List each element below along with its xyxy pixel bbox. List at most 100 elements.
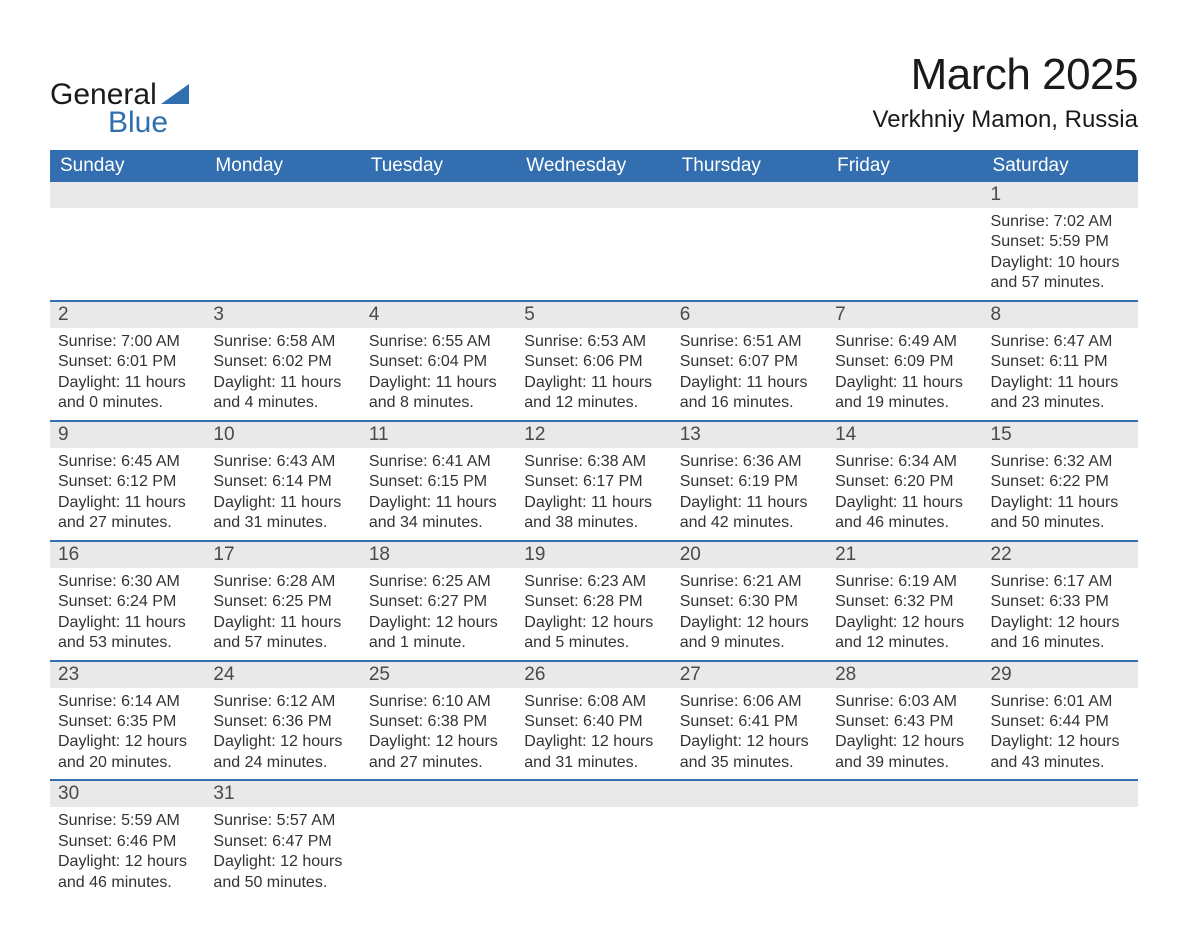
day-ss: Sunset: 6:25 PM: [213, 592, 352, 612]
day-details: Sunrise: 6:10 AMSunset: 6:38 PMDaylight:…: [361, 688, 516, 780]
day-sr: Sunrise: 6:58 AM: [213, 332, 352, 352]
day-sr: Sunrise: 6:23 AM: [524, 572, 663, 592]
day-header: Wednesday: [516, 150, 671, 182]
day-number: 15: [983, 422, 1138, 448]
day-ss: Sunset: 6:47 PM: [213, 832, 352, 852]
day-details: Sunrise: 6:17 AMSunset: 6:33 PMDaylight:…: [983, 568, 1138, 660]
calendar-cell: 10Sunrise: 6:43 AMSunset: 6:14 PMDayligh…: [205, 421, 360, 541]
page-title: March 2025: [873, 50, 1138, 100]
day-number: [827, 781, 982, 807]
day-sr: Sunrise: 6:12 AM: [213, 692, 352, 712]
day-sr: Sunrise: 6:08 AM: [524, 692, 663, 712]
day-ss: Sunset: 5:59 PM: [991, 232, 1130, 252]
day-ss: Sunset: 6:27 PM: [369, 592, 508, 612]
day-d1: Daylight: 11 hours: [524, 373, 663, 393]
day-d1: Daylight: 11 hours: [213, 493, 352, 513]
day-details: Sunrise: 6:12 AMSunset: 6:36 PMDaylight:…: [205, 688, 360, 780]
day-sr: Sunrise: 6:10 AM: [369, 692, 508, 712]
calendar-week-row: 23Sunrise: 6:14 AMSunset: 6:35 PMDayligh…: [50, 661, 1138, 781]
day-number: [516, 781, 671, 807]
day-ss: Sunset: 6:14 PM: [213, 472, 352, 492]
calendar-cell: 8Sunrise: 6:47 AMSunset: 6:11 PMDaylight…: [983, 301, 1138, 421]
day-ss: Sunset: 6:17 PM: [524, 472, 663, 492]
calendar-cell: 1Sunrise: 7:02 AMSunset: 5:59 PMDaylight…: [983, 182, 1138, 301]
calendar-cell: 21Sunrise: 6:19 AMSunset: 6:32 PMDayligh…: [827, 541, 982, 661]
day-details: Sunrise: 5:57 AMSunset: 6:47 PMDaylight:…: [205, 807, 360, 899]
day-number: 6: [672, 302, 827, 328]
day-sr: Sunrise: 7:00 AM: [58, 332, 197, 352]
day-d2: and 0 minutes.: [58, 393, 197, 413]
day-sr: Sunrise: 6:49 AM: [835, 332, 974, 352]
title-block: March 2025 Verkhniy Mamon, Russia: [873, 50, 1138, 134]
day-d1: Daylight: 12 hours: [213, 732, 352, 752]
calendar-cell: 7Sunrise: 6:49 AMSunset: 6:09 PMDaylight…: [827, 301, 982, 421]
day-details: Sunrise: 5:59 AMSunset: 6:46 PMDaylight:…: [50, 807, 205, 899]
calendar-cell: [516, 182, 671, 301]
calendar-cell: 4Sunrise: 6:55 AMSunset: 6:04 PMDaylight…: [361, 301, 516, 421]
day-number: [516, 182, 671, 208]
day-d1: Daylight: 12 hours: [835, 732, 974, 752]
day-sr: Sunrise: 6:51 AM: [680, 332, 819, 352]
day-details: [672, 208, 827, 288]
day-number: 11: [361, 422, 516, 448]
day-sr: Sunrise: 6:34 AM: [835, 452, 974, 472]
day-d2: and 24 minutes.: [213, 753, 352, 773]
day-d1: Daylight: 11 hours: [991, 493, 1130, 513]
day-d2: and 23 minutes.: [991, 393, 1130, 413]
day-details: [205, 208, 360, 288]
calendar-cell: [361, 182, 516, 301]
day-details: Sunrise: 6:21 AMSunset: 6:30 PMDaylight:…: [672, 568, 827, 660]
day-number: 10: [205, 422, 360, 448]
day-ss: Sunset: 6:04 PM: [369, 352, 508, 372]
day-sr: Sunrise: 6:32 AM: [991, 452, 1130, 472]
day-number: 4: [361, 302, 516, 328]
header-block: General Blue March 2025 Verkhniy Mamon, …: [50, 50, 1138, 138]
day-details: Sunrise: 6:14 AMSunset: 6:35 PMDaylight:…: [50, 688, 205, 780]
day-details: [516, 208, 671, 288]
calendar-cell: [50, 182, 205, 301]
day-d2: and 16 minutes.: [991, 633, 1130, 653]
day-sr: Sunrise: 6:14 AM: [58, 692, 197, 712]
day-number: 24: [205, 662, 360, 688]
day-ss: Sunset: 6:30 PM: [680, 592, 819, 612]
logo-word-blue: Blue: [108, 108, 168, 138]
day-number: 19: [516, 542, 671, 568]
day-d1: Daylight: 12 hours: [524, 613, 663, 633]
day-ss: Sunset: 6:43 PM: [835, 712, 974, 732]
day-number: 3: [205, 302, 360, 328]
calendar-cell: 17Sunrise: 6:28 AMSunset: 6:25 PMDayligh…: [205, 541, 360, 661]
day-header: Tuesday: [361, 150, 516, 182]
day-ss: Sunset: 6:46 PM: [58, 832, 197, 852]
calendar-cell: 20Sunrise: 6:21 AMSunset: 6:30 PMDayligh…: [672, 541, 827, 661]
day-details: Sunrise: 6:58 AMSunset: 6:02 PMDaylight:…: [205, 328, 360, 420]
day-ss: Sunset: 6:35 PM: [58, 712, 197, 732]
day-ss: Sunset: 6:33 PM: [991, 592, 1130, 612]
day-number: 29: [983, 662, 1138, 688]
calendar-cell: 19Sunrise: 6:23 AMSunset: 6:28 PMDayligh…: [516, 541, 671, 661]
calendar-cell: [361, 780, 516, 899]
calendar-cell: 28Sunrise: 6:03 AMSunset: 6:43 PMDayligh…: [827, 661, 982, 781]
day-d2: and 27 minutes.: [58, 513, 197, 533]
calendar-cell: [827, 780, 982, 899]
day-details: Sunrise: 6:19 AMSunset: 6:32 PMDaylight:…: [827, 568, 982, 660]
day-details: [672, 807, 827, 887]
day-sr: Sunrise: 6:01 AM: [991, 692, 1130, 712]
day-details: Sunrise: 6:30 AMSunset: 6:24 PMDaylight:…: [50, 568, 205, 660]
day-details: Sunrise: 6:36 AMSunset: 6:19 PMDaylight:…: [672, 448, 827, 540]
calendar-cell: 24Sunrise: 6:12 AMSunset: 6:36 PMDayligh…: [205, 661, 360, 781]
day-number: [361, 781, 516, 807]
day-number: [361, 182, 516, 208]
day-number: 26: [516, 662, 671, 688]
day-d2: and 31 minutes.: [213, 513, 352, 533]
day-details: [827, 807, 982, 887]
calendar-cell: [672, 182, 827, 301]
day-sr: Sunrise: 6:47 AM: [991, 332, 1130, 352]
day-number: 14: [827, 422, 982, 448]
calendar-cell: 26Sunrise: 6:08 AMSunset: 6:40 PMDayligh…: [516, 661, 671, 781]
day-details: Sunrise: 6:51 AMSunset: 6:07 PMDaylight:…: [672, 328, 827, 420]
day-d2: and 5 minutes.: [524, 633, 663, 653]
day-ss: Sunset: 6:12 PM: [58, 472, 197, 492]
day-d2: and 12 minutes.: [524, 393, 663, 413]
day-details: [361, 807, 516, 887]
calendar-week-row: 1Sunrise: 7:02 AMSunset: 5:59 PMDaylight…: [50, 182, 1138, 301]
